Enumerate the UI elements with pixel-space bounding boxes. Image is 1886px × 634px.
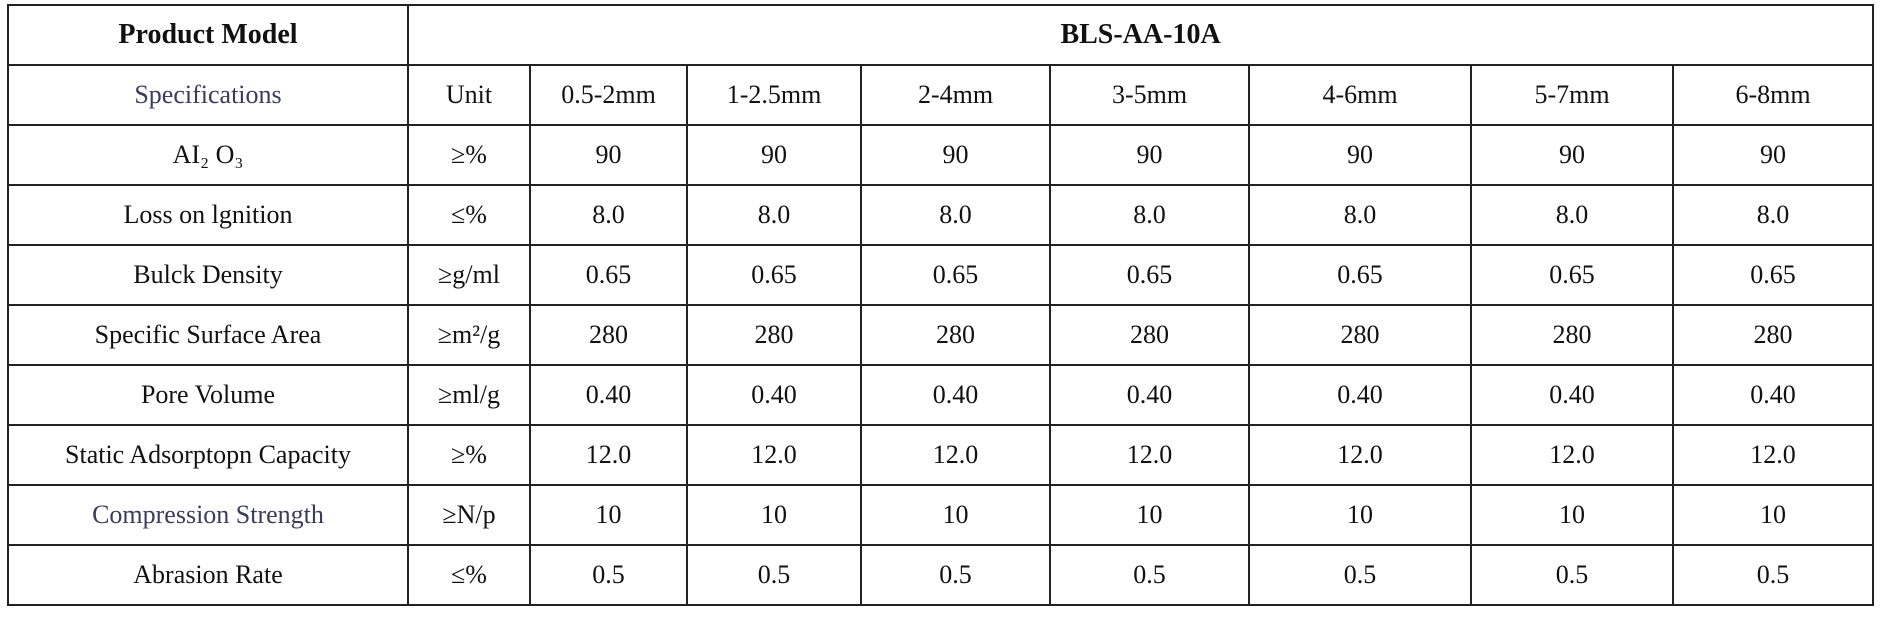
- cell: ≥g/ml: [407, 244, 531, 306]
- cell: 10: [1248, 484, 1472, 546]
- cell: 12.0: [1671, 424, 1875, 486]
- column-header-row: Specifications Unit 0.5-2mm 1-2.5mm 2-4mm 3-5…: [7, 64, 1875, 126]
- cell: 12.0: [1248, 424, 1472, 486]
- cell: 0.5: [1049, 544, 1250, 606]
- cell: 0.65: [1470, 244, 1674, 306]
- cell: 12.0: [686, 424, 862, 486]
- cell: 10: [860, 484, 1051, 546]
- cell: 8.0: [1049, 184, 1250, 246]
- cell: 0.65: [686, 244, 862, 306]
- cell: 0.65: [1248, 244, 1472, 306]
- cell: 0.5: [529, 544, 688, 606]
- data-row: Bulck Density ≥g/ml 0.65 0.65 0.65 0.65 0.65 0.…: [7, 244, 1875, 306]
- cell: 90: [1049, 124, 1250, 186]
- cell: 0.5: [686, 544, 862, 606]
- data-row: Compression Strength ≥N/p 10 10 10 10 10 10 10: [7, 484, 1875, 546]
- cell: 0.65: [1049, 244, 1250, 306]
- cell: 8.0: [860, 184, 1051, 246]
- cell: ≥N/p: [407, 484, 531, 546]
- cell: 12.0: [1049, 424, 1250, 486]
- cell: 0.40: [1248, 364, 1472, 426]
- cell: 0.5: [1671, 544, 1875, 606]
- data-row: Static Adsorptopn Capacity ≥% 12.0 12.0 12.0…: [7, 424, 1875, 486]
- cell: 0.65: [1671, 244, 1875, 306]
- cell: 8.0: [529, 184, 688, 246]
- column-header: 0.5-2mm: [529, 64, 688, 126]
- row-label: Loss on lgnition: [7, 184, 409, 246]
- cell: 10: [1049, 484, 1250, 546]
- cell: 280: [529, 304, 688, 366]
- cell: 10: [1671, 484, 1875, 546]
- cell: 0.40: [1049, 364, 1250, 426]
- cell: 12.0: [1470, 424, 1674, 486]
- header-row: Product Model BLS-AA-10A: [7, 4, 1875, 66]
- cell: 0.5: [860, 544, 1051, 606]
- cell: ≤%: [407, 544, 531, 606]
- data-row: Abrasion Rate ≤% 0.5 0.5 0.5 0.5 0.5 0.5 0.5: [7, 544, 1875, 606]
- cell: 280: [1671, 304, 1875, 366]
- row-label: Bulck Density: [7, 244, 409, 306]
- cell: 90: [860, 124, 1051, 186]
- data-row: Pore Volume ≥ml/g 0.40 0.40 0.40 0.40 0.40 0.40…: [7, 364, 1875, 426]
- header-label: Product Model: [7, 4, 409, 66]
- row-label: Pore Volume: [7, 364, 409, 426]
- cell: 90: [686, 124, 862, 186]
- table-body: Product Model BLS-AA-10A Specifications U…: [7, 4, 1875, 606]
- header-model: BLS-AA-10A: [406, 4, 1875, 66]
- data-row: AI₂ O₃ ≥% 90 90 90 90 90 90 90: [7, 124, 1875, 186]
- cell: 0.5: [1248, 544, 1472, 606]
- cell: 90: [1470, 124, 1674, 186]
- spec-table: Product Model BLS-AA-10A Specifications U…: [7, 4, 1875, 606]
- cell: 8.0: [1248, 184, 1472, 246]
- cell: ≥ml/g: [407, 364, 531, 426]
- column-header: 1-2.5mm: [686, 64, 862, 126]
- cell: 12.0: [529, 424, 688, 486]
- column-header: 4-6mm: [1248, 64, 1472, 126]
- cell: ≤%: [407, 184, 531, 246]
- column-header: 2-4mm: [860, 64, 1051, 126]
- cell: 10: [529, 484, 688, 546]
- cell: 8.0: [1671, 184, 1875, 246]
- cell: 90: [529, 124, 688, 186]
- cell: 0.65: [860, 244, 1051, 306]
- cell: 10: [686, 484, 862, 546]
- cell: 0.40: [1671, 364, 1875, 426]
- data-row: Loss on lgnition ≤% 8.0 8.0 8.0 8.0 8.0 8.0 8.0: [7, 184, 1875, 246]
- cell: ≥m²/g: [407, 304, 531, 366]
- cell: 12.0: [860, 424, 1051, 486]
- cell: 0.5: [1470, 544, 1674, 606]
- column-header: 6-8mm: [1671, 64, 1875, 126]
- cell: 280: [686, 304, 862, 366]
- cell: 280: [1470, 304, 1674, 366]
- cell: 90: [1248, 124, 1472, 186]
- cell: 280: [860, 304, 1051, 366]
- cell: 10: [1470, 484, 1674, 546]
- column-header: Specifications: [7, 64, 409, 126]
- column-header: Unit: [407, 64, 531, 126]
- cell: 0.65: [529, 244, 688, 306]
- row-label: AI₂ O₃: [7, 124, 409, 186]
- cell: 0.40: [1470, 364, 1674, 426]
- cell: 280: [1248, 304, 1472, 366]
- cell: ≥%: [407, 424, 531, 486]
- row-label: Specific Surface Area: [7, 304, 409, 366]
- cell: ≥%: [407, 124, 531, 186]
- row-label: Static Adsorptopn Capacity: [7, 424, 409, 486]
- cell: 0.40: [860, 364, 1051, 426]
- cell: 90: [1671, 124, 1875, 186]
- data-row: Specific Surface Area ≥m²/g 280 280 280 280 28…: [7, 304, 1875, 366]
- column-header: 5-7mm: [1470, 64, 1674, 126]
- cell: 8.0: [1470, 184, 1674, 246]
- cell: 0.40: [686, 364, 862, 426]
- cell: 280: [1049, 304, 1250, 366]
- cell: 0.40: [529, 364, 688, 426]
- row-label: Abrasion Rate: [7, 544, 409, 606]
- row-label: Compression Strength: [7, 484, 409, 546]
- cell: 8.0: [686, 184, 862, 246]
- column-header: 3-5mm: [1049, 64, 1250, 126]
